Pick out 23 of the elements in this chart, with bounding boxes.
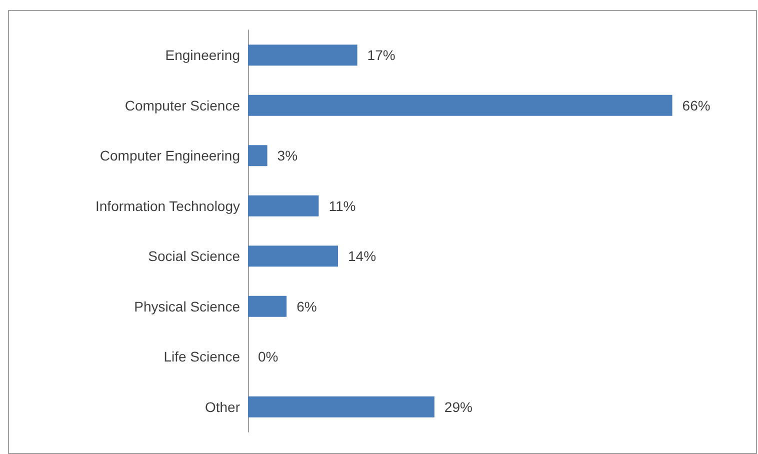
y-tick-label: Other (204, 398, 240, 415)
y-tick-label: Computer Engineering (100, 148, 240, 164)
data-label: 6% (296, 298, 317, 314)
data-label: 29% (444, 398, 472, 415)
bar (248, 195, 319, 216)
data-label: 66% (682, 97, 710, 114)
y-tick-label: Engineering (165, 47, 240, 64)
y-tick-label: Life Science (164, 348, 240, 365)
y-tick-label: Social Science (148, 248, 240, 264)
bar (248, 396, 434, 418)
y-tick-label: Computer Science (124, 97, 240, 114)
bar (248, 246, 338, 267)
data-label: 14% (348, 248, 376, 264)
bar (248, 44, 358, 66)
y-tick-label: Information Technology (96, 198, 240, 214)
y-tick-label: Physical Science (134, 298, 240, 314)
data-label: 3% (277, 148, 298, 164)
data-label: 11% (328, 198, 356, 214)
bar (248, 296, 287, 317)
bar (248, 145, 268, 166)
bar (248, 94, 672, 116)
data-label: 0% (258, 348, 278, 365)
data-label: 17% (367, 47, 396, 64)
